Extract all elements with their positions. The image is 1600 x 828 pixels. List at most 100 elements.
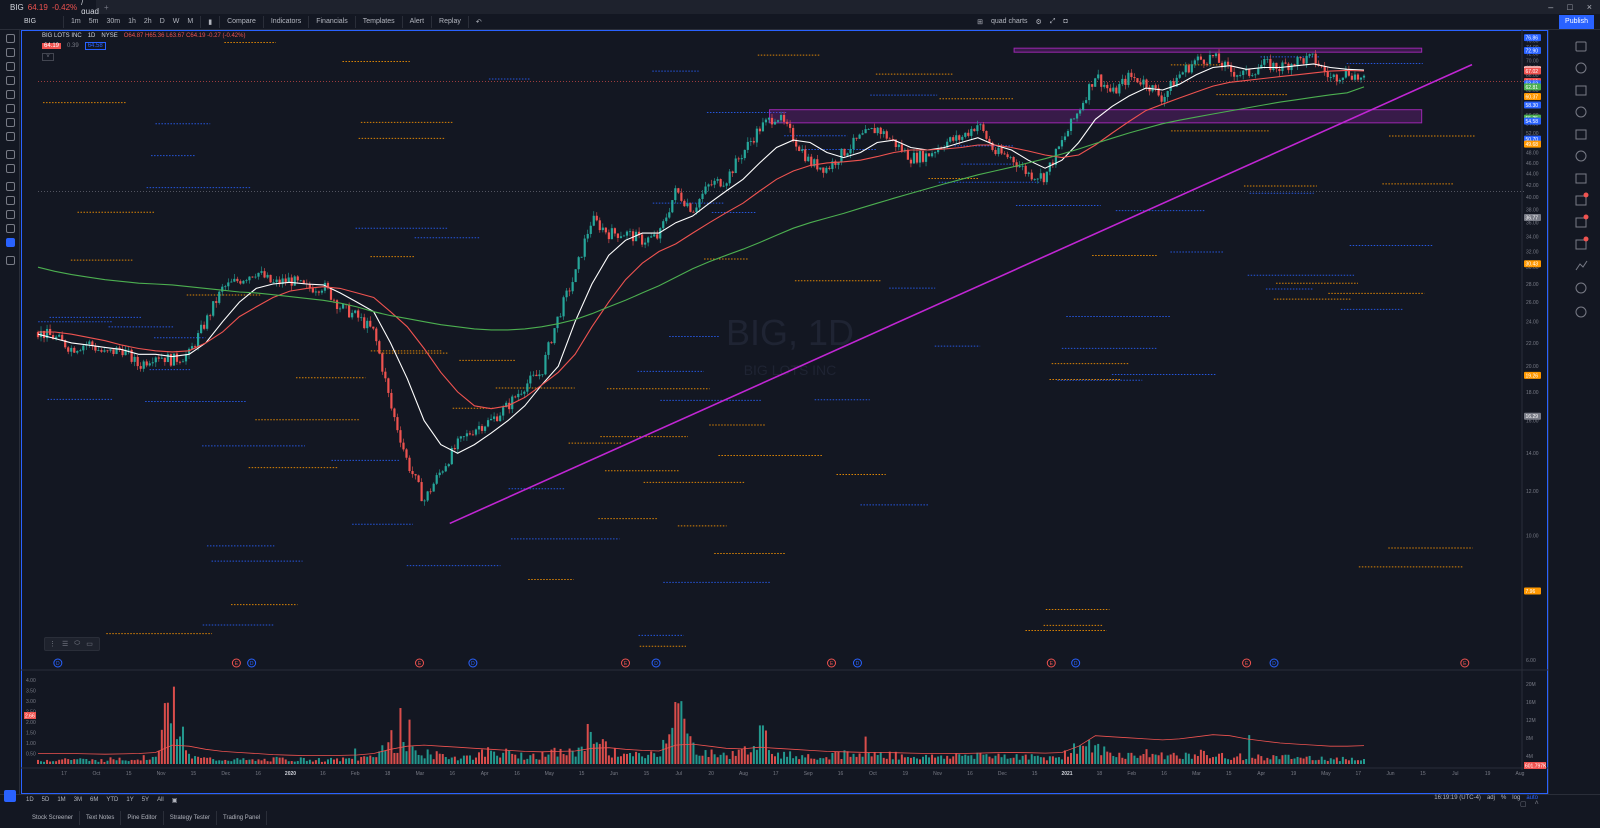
ideas-icon[interactable] (1575, 150, 1587, 162)
log-toggle[interactable]: log (1512, 795, 1521, 801)
earnings-icon[interactable] (231, 658, 241, 668)
fullscreen-icon[interactable]: ⤢ (1049, 17, 1056, 25)
sync-drawings-icon[interactable] (6, 238, 15, 247)
prediction-tool-icon[interactable] (6, 118, 15, 127)
calendar-icon[interactable] (1575, 129, 1587, 140)
order-panel-icon[interactable] (1575, 260, 1588, 271)
collapse-panel-icon[interactable]: ˄ (1534, 800, 1539, 807)
collapse-legend-icon[interactable]: ˅ (42, 53, 54, 61)
adj-toggle[interactable]: adj (1486, 795, 1495, 801)
ask-price[interactable]: 64.58 (84, 42, 106, 50)
sma50-line[interactable] (38, 69, 1365, 410)
ellipse-icon[interactable]: ⬭ (74, 640, 81, 647)
dividend-icon[interactable] (247, 658, 257, 668)
dividend-icon[interactable] (852, 658, 862, 668)
fib-tool-icon[interactable] (6, 62, 15, 71)
tab-pine-editor[interactable]: Pine Editor (121, 811, 164, 825)
interval-5m[interactable]: 5m (88, 18, 99, 25)
interval-30m[interactable]: 30m (106, 18, 121, 25)
layout-name[interactable]: quad charts (990, 18, 1028, 25)
symbol-search[interactable]: BIG (24, 18, 37, 25)
dividend-icon[interactable] (1269, 658, 1279, 668)
settings-gear-icon[interactable]: ⚙ (1035, 18, 1042, 26)
tab-trading-panel[interactable]: Trading Panel (217, 811, 268, 825)
volume-ma-line[interactable] (38, 734, 1365, 756)
dividend-icon[interactable] (468, 658, 478, 668)
close-icon[interactable]: × (1586, 2, 1592, 12)
text-tool-icon[interactable] (6, 90, 15, 99)
browser-tab[interactable]: BIG 64.19 -0.42% / quad (0, 0, 99, 16)
crosshair-icon[interactable] (6, 34, 15, 43)
notifications-icon[interactable] (1575, 239, 1587, 250)
interval-d[interactable]: D (159, 18, 165, 25)
hotlists-icon[interactable] (1575, 106, 1587, 118)
dividend-icon[interactable] (53, 658, 63, 668)
drag-handle-icon[interactable]: ⋮ (49, 641, 56, 648)
pattern-tool-icon[interactable] (6, 104, 15, 113)
dividend-icon[interactable] (651, 658, 661, 668)
maximize-panel-icon[interactable]: ▢ (1520, 801, 1527, 808)
earnings-icon[interactable] (415, 658, 424, 668)
sma20-line[interactable] (37, 63, 1365, 454)
new-tab-plus-icon[interactable]: + (104, 2, 109, 12)
trendline-tool-icon[interactable] (6, 48, 15, 57)
lock-draw-icon[interactable] (6, 196, 15, 205)
tab-stock-screener[interactable]: Stock Screener (26, 811, 81, 825)
ruler-icon[interactable] (6, 150, 15, 159)
candle-style-icon[interactable]: ▮ (208, 18, 213, 26)
range-5y[interactable]: 5Y (141, 797, 150, 803)
earnings-icon[interactable] (1242, 658, 1252, 668)
range-ytd[interactable]: YTD (106, 797, 119, 803)
bid-price[interactable]: 64.19 (42, 43, 62, 49)
interval-1h[interactable]: 1h (128, 18, 136, 25)
range-1y[interactable]: 1Y (126, 797, 134, 803)
lines-icon[interactable]: ☰ (62, 641, 69, 648)
tab-text-notes[interactable]: Text Notes (80, 811, 122, 825)
watchlist-icon[interactable] (1575, 41, 1587, 52)
goto-date-icon[interactable]: ▣ (171, 798, 178, 804)
rectangle-icon[interactable]: ▭ (86, 641, 93, 648)
dom-icon[interactable] (1575, 282, 1587, 294)
camera-icon[interactable]: ◘ (1063, 18, 1068, 25)
replay-button[interactable]: Replay (439, 18, 461, 25)
alerts-icon[interactable] (1575, 62, 1587, 74)
dividend-icon[interactable] (1071, 658, 1081, 668)
trend-line[interactable] (449, 63, 1473, 525)
interval-w[interactable]: W (172, 18, 180, 25)
indicators-button[interactable]: Indicators (270, 18, 302, 25)
percent-toggle[interactable]: % (1500, 795, 1507, 801)
earnings-icon[interactable] (1046, 658, 1056, 668)
supply-zone[interactable] (1013, 47, 1423, 53)
fullscreen-left-icon[interactable] (4, 790, 16, 802)
auto-toggle[interactable]: auto (1526, 795, 1538, 801)
range-1d[interactable]: 1D (26, 797, 34, 803)
trash-icon[interactable] (6, 256, 15, 265)
undo-icon[interactable]: ↶ (475, 18, 482, 26)
magnet-icon[interactable] (6, 182, 15, 191)
alert-button[interactable]: Alert (409, 18, 425, 25)
compare-button[interactable]: Compare (227, 18, 256, 25)
range-all[interactable]: All (157, 797, 164, 803)
supply-zone[interactable] (769, 109, 1423, 124)
earnings-icon[interactable] (1460, 658, 1470, 668)
maximize-icon[interactable]: □ (1567, 2, 1573, 12)
streams-icon[interactable] (1575, 173, 1587, 184)
sma200-line[interactable] (37, 86, 1365, 331)
help-icon[interactable] (1575, 306, 1587, 318)
interval-2h[interactable]: 2h (143, 18, 152, 25)
interval-m[interactable]: M (187, 18, 194, 25)
chats-icon[interactable] (1575, 195, 1587, 206)
eye-icon[interactable] (6, 132, 15, 141)
redo-icon[interactable]: ⊞ (977, 18, 983, 26)
interval-1m[interactable]: 1m (71, 18, 81, 25)
range-1m[interactable]: 1M (57, 797, 66, 803)
tab-strategy-tester[interactable]: Strategy Tester (164, 811, 217, 825)
lock-icon[interactable] (6, 210, 15, 219)
data-window-icon[interactable] (1575, 85, 1587, 96)
earnings-icon[interactable] (621, 658, 631, 668)
private-chats-icon[interactable] (1575, 217, 1587, 228)
zoom-icon[interactable] (6, 164, 15, 173)
publish-button[interactable]: Publish (1559, 14, 1594, 29)
templates-button[interactable]: Templates (362, 18, 395, 25)
